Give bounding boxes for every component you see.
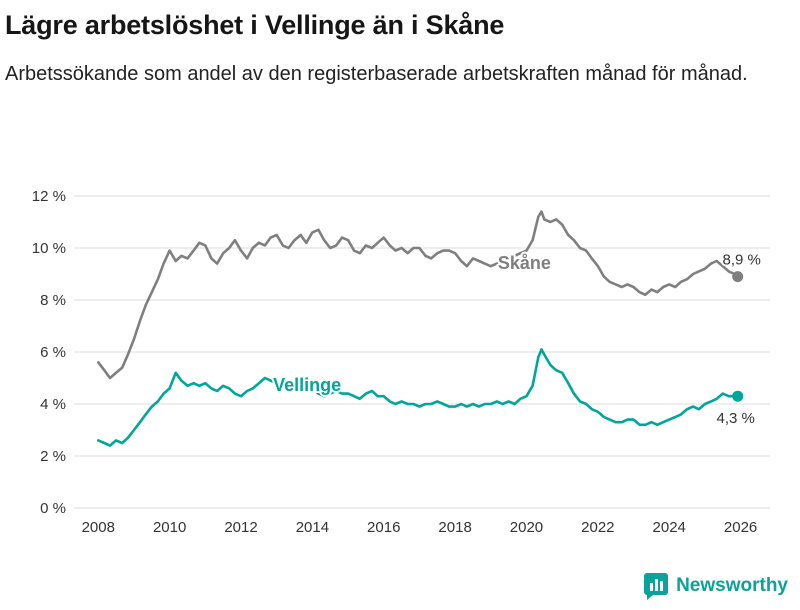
x-tick-label: 2020 bbox=[510, 519, 543, 536]
y-tick-label: 12 % bbox=[32, 188, 66, 205]
series-line-0 bbox=[97, 210, 739, 380]
brand-name: Newsworthy bbox=[676, 575, 788, 596]
x-tick-label: 2012 bbox=[224, 519, 257, 536]
page-title: Lägre arbetslöshet i Vellinge än i Skåne bbox=[5, 10, 505, 40]
infographic: Lägre arbetslöshet i Vellinge än i Skåne… bbox=[0, 10, 800, 610]
end-value-label-1: 4,3 % bbox=[717, 410, 755, 427]
x-tick-label: 2022 bbox=[581, 519, 614, 536]
y-tick-label: 10 % bbox=[32, 240, 66, 257]
end-value-label-0: 8,9 % bbox=[723, 252, 761, 269]
y-tick-label: 6 % bbox=[40, 344, 66, 361]
x-tick-label: 2024 bbox=[653, 519, 686, 536]
x-tick-label: 2026 bbox=[724, 519, 757, 536]
x-tick-label: 2016 bbox=[367, 519, 400, 536]
end-dot-0 bbox=[732, 271, 744, 283]
y-tick-label: 8 % bbox=[40, 292, 66, 309]
y-tick-label: 4 % bbox=[40, 396, 66, 413]
chart-canvas: 0 % 2 % 4 % 6 % 8 % 10 % 12 % 2008 2010 2012 2014 2… bbox=[32, 188, 770, 536]
series-label-1: Vellinge bbox=[273, 375, 341, 395]
x-tick-label: 2008 bbox=[82, 519, 115, 536]
x-tick-label: 2014 bbox=[296, 519, 329, 536]
end-dot-1 bbox=[732, 390, 744, 402]
line-chart: 0 % 2 % 4 % 6 % 8 % 10 % 12 % 2008 2010 2012 2014 2… bbox=[14, 178, 786, 540]
newsworthy-icon bbox=[643, 572, 669, 600]
y-tick-label: 0 % bbox=[40, 500, 66, 517]
series-line-1 bbox=[97, 348, 739, 447]
chart-subtitle: Arbetssökande som andel av den registerb… bbox=[5, 63, 748, 85]
series-label-0: Skåne bbox=[498, 253, 551, 273]
y-tick-label: 2 % bbox=[40, 448, 66, 465]
x-tick-label: 2010 bbox=[153, 519, 186, 536]
newsworthy-logo[interactable]: Newsworthy bbox=[643, 572, 788, 600]
x-tick-label: 2018 bbox=[438, 519, 471, 536]
